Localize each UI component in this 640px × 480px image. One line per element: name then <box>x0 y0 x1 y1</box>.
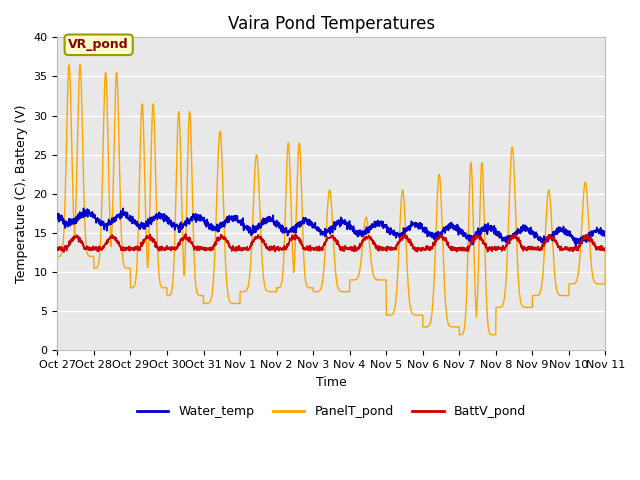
Y-axis label: Temperature (C), Battery (V): Temperature (C), Battery (V) <box>15 105 28 283</box>
Title: Vaira Pond Temperatures: Vaira Pond Temperatures <box>228 15 435 33</box>
X-axis label: Time: Time <box>316 376 347 389</box>
Legend: Water_temp, PanelT_pond, BattV_pond: Water_temp, PanelT_pond, BattV_pond <box>132 400 531 423</box>
Text: VR_pond: VR_pond <box>68 38 129 51</box>
